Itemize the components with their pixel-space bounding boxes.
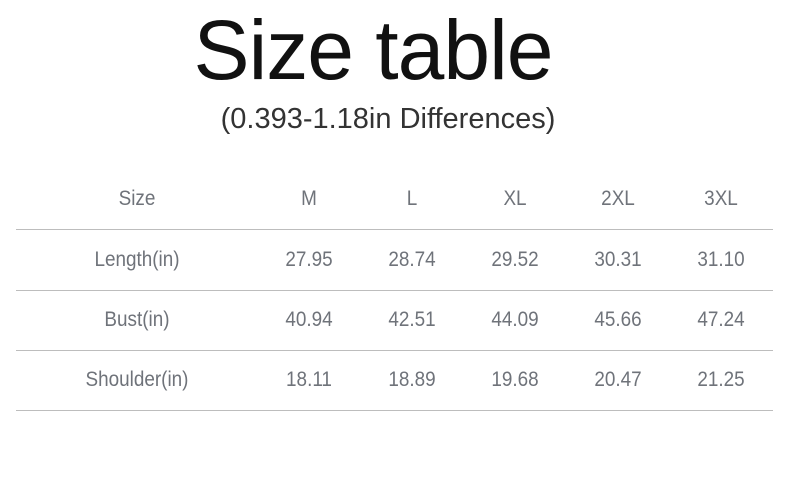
row-label: Shoulder(in) (85, 368, 189, 391)
header-cell: L (406, 187, 418, 210)
header-cell: M (301, 187, 317, 210)
header-cell: 3XL (704, 187, 738, 210)
table-row: Shoulder(in) 18.11 18.89 19.68 20.47 21.… (16, 350, 773, 411)
table-cell: 30.31 (594, 248, 642, 271)
table-cell: 29.52 (491, 248, 539, 271)
table-cell: 18.11 (286, 368, 332, 391)
table-cell: 21.25 (697, 368, 745, 391)
table-cell: 20.47 (594, 368, 642, 391)
table-header-row: Size M L XL 2XL 3XL (16, 169, 773, 230)
header-cell: 2XL (601, 187, 635, 210)
table-cell: 42.51 (388, 308, 436, 331)
table-cell: 31.10 (697, 248, 745, 271)
table-cell: 44.09 (491, 308, 539, 331)
table-cell: 27.95 (285, 248, 333, 271)
table-cell: 28.74 (388, 248, 436, 271)
table-cell: 40.94 (285, 308, 333, 331)
page-title: Size table (193, 3, 554, 97)
row-label: Length(in) (94, 248, 180, 271)
table-cell: 47.24 (697, 308, 745, 331)
table-cell: 45.66 (594, 308, 642, 331)
header-cell: Size (118, 187, 156, 210)
header-cell: XL (503, 187, 527, 210)
table-cell: 19.68 (491, 368, 539, 391)
table-row: Length(in) 27.95 28.74 29.52 30.31 31.10 (16, 230, 773, 291)
page-subtitle: (0.393-1.18in Differences) (220, 103, 556, 135)
row-label: Bust(in) (104, 308, 170, 331)
table-row: Bust(in) 40.94 42.51 44.09 45.66 47.24 (16, 290, 773, 351)
table-cell: 18.89 (388, 368, 436, 391)
